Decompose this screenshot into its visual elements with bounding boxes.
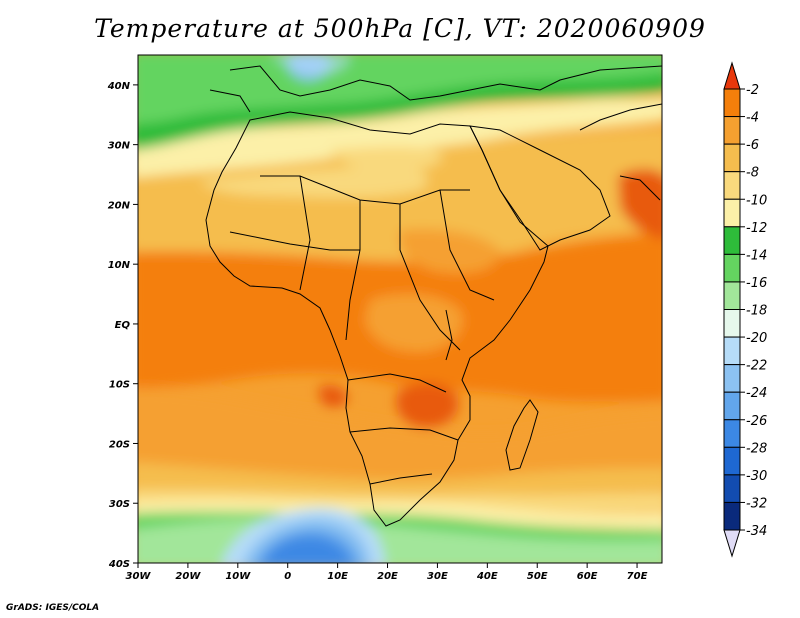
lat-tick-label: 30S [109,499,130,510]
longitude-axis: 30W 20W 10W 0 10E 20E 30E 40E 50E 60E 70E [126,563,648,582]
lon-tick-label: 40E [476,571,498,582]
colorbar-label: -2 [746,83,759,98]
latitude-axis: 40N 30N 20N 10N EQ 10S 20S 30S 40S [107,81,138,570]
lon-tick-label: 0 [284,571,291,582]
lon-tick-label: 30E [427,571,448,582]
lat-tick-label: 40N [107,81,131,92]
lat-tick-label: 10N [108,260,131,271]
colorbar-segment [723,253,741,283]
software-credit: GrADS: IGES/COLA [6,603,100,613]
lat-tick-label: 30N [108,141,131,152]
colorbar-segment [723,226,741,255]
colorbar-segment [723,336,741,366]
map-title: Temperature at 500hPa [C], VT: 202006090… [94,14,706,43]
colorbar-label: -34 [746,524,767,539]
colorbar-segment [723,474,741,503]
colorbar-label: -18 [746,304,767,319]
lon-tick-label: 10E [327,571,348,582]
lat-tick-label: 20N [108,200,131,211]
lon-tick-label: 30W [126,571,152,582]
colorbar-label: -4 [746,111,759,126]
colorbar-segment [723,198,741,228]
colorbar-label: -32 [746,496,767,511]
lat-tick-label: 10S [109,380,130,391]
lon-tick-label: 20W [175,571,201,582]
colorbar-segment [723,446,741,476]
colorbar-segment [723,171,741,200]
colorbar-label: -30 [746,469,767,484]
colorbar-label: -14 [746,248,767,263]
colorbar-label: -20 [746,331,767,346]
colorbar-label: -24 [746,386,767,401]
colorbar-segment [723,143,741,173]
colorbar-label: -22 [746,359,767,374]
colorbar-label: -12 [746,221,767,236]
lat-tick-label: EQ [115,320,131,331]
colorbar-label: -8 [746,166,759,181]
colorbar-segment [723,116,741,145]
colorbar-segment [723,419,741,448]
colorbar-label: -28 [746,441,767,456]
colorbar-label: -26 [746,414,767,429]
colorbar-segment [723,88,741,118]
colorbar-top-arrow [723,61,741,90]
colorbar-segment [723,281,741,310]
colorbar-label: -6 [746,138,759,153]
lat-tick-label: 20S [109,439,130,450]
lon-tick-label: 50E [527,571,548,582]
lon-tick-label: 70E [627,571,648,582]
colorbar-label: -16 [746,276,767,291]
colorbar-bottom-arrow [723,529,741,558]
colorbar: -2 -4 -6 -8 -10 -12 -14 -16 -18 -20 -22 -24 -26 -28 -3… [723,61,767,558]
temperature-field [138,55,662,563]
lon-tick-label: 20E [377,571,398,582]
colorbar-segment [723,309,741,338]
coastlines [205,65,662,527]
map-frame [137,54,663,564]
colorbar-segment [723,501,741,531]
colorbar-segment [723,391,741,421]
lon-tick-label: 60E [577,571,598,582]
colorbar-segment [723,364,741,393]
lat-tick-label: 40S [108,559,130,570]
colorbar-label: -10 [746,193,767,208]
lon-tick-label: 10W [225,571,251,582]
